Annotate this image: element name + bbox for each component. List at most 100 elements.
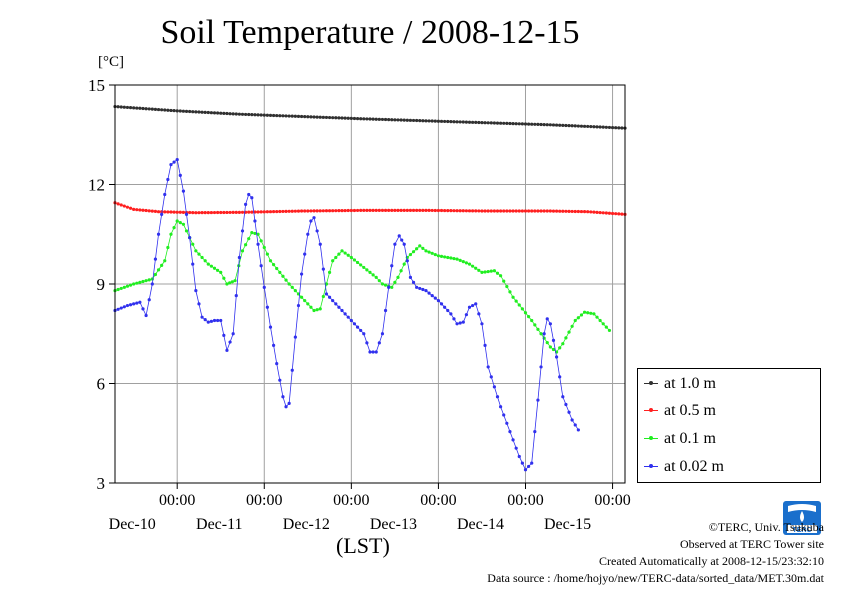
data-point [495, 209, 500, 213]
legend: at 1.0 m at 0.5 m at 0.1 m at 0.02 m [637, 368, 821, 483]
data-point [321, 294, 325, 299]
data-point [439, 208, 444, 213]
data-point [200, 110, 204, 114]
y-axis: 3 6 9 12 15 [88, 76, 115, 493]
data-point [415, 247, 419, 251]
data-point [614, 212, 618, 216]
data-point [191, 110, 195, 114]
x-tick-time-label: 00:00 [594, 492, 630, 509]
data-point [483, 270, 487, 274]
data-point [184, 212, 189, 216]
data-point [579, 124, 584, 128]
data-point [340, 116, 344, 120]
data-point [206, 210, 210, 215]
data-point [349, 116, 353, 120]
data-point [209, 111, 214, 115]
data-point [573, 423, 577, 427]
data-point [343, 251, 347, 255]
data-point [340, 249, 344, 253]
data-point [477, 268, 481, 272]
data-point [278, 378, 282, 382]
data-point [135, 106, 139, 110]
data-point [536, 398, 540, 402]
data-point [293, 209, 297, 213]
data-point [287, 401, 291, 405]
data-point [573, 124, 577, 128]
data-point [147, 209, 151, 213]
data-point [244, 112, 248, 117]
data-point [203, 318, 207, 322]
data-point [551, 347, 556, 352]
data-point [271, 343, 276, 347]
chart-title: Soil Temperature / 2008-12-15 [160, 14, 580, 51]
data-point [315, 229, 319, 233]
data-point [558, 375, 562, 379]
data-point [558, 209, 562, 213]
data-point [374, 208, 378, 212]
data-point [216, 111, 220, 115]
data-point [250, 196, 254, 200]
data-point [567, 124, 571, 128]
data-point [561, 123, 565, 127]
data-point [595, 210, 599, 214]
data-point [284, 114, 288, 118]
legend-item-0-1m: at 0.1 m [644, 428, 716, 450]
data-point [256, 242, 260, 246]
data-point [225, 210, 229, 215]
data-point [374, 350, 378, 354]
data-point [262, 113, 266, 117]
data-point [346, 315, 350, 319]
data-point [231, 210, 235, 215]
data-point [505, 421, 509, 425]
data-point [299, 209, 304, 213]
data-point [265, 252, 269, 256]
data-point [539, 365, 543, 369]
data-point [343, 116, 347, 120]
data-point [166, 245, 170, 250]
data-point [452, 120, 456, 124]
x-tick-time-label: 00:00 [246, 492, 282, 509]
data-point [449, 120, 453, 124]
data-point [184, 229, 189, 233]
data-point [380, 208, 385, 212]
data-point [542, 209, 546, 213]
data-point [135, 281, 139, 285]
data-point [526, 464, 531, 469]
data-point [275, 209, 279, 214]
data-point [222, 210, 226, 215]
data-point [284, 405, 288, 409]
data-point [191, 211, 195, 215]
data-point [452, 209, 456, 213]
data-point [275, 266, 279, 271]
data-point [233, 279, 237, 283]
data-point [526, 209, 531, 213]
data-point [240, 229, 245, 233]
data-point [172, 109, 176, 113]
data-point [387, 208, 391, 212]
data-point [418, 208, 422, 212]
data-point [415, 285, 419, 289]
data-point [396, 275, 400, 279]
data-point [614, 126, 618, 130]
data-point [228, 340, 232, 344]
data-point [545, 209, 549, 213]
data-point [601, 211, 605, 215]
data-point [601, 322, 605, 326]
data-point [268, 325, 273, 329]
data-point [156, 210, 161, 214]
data-point [240, 249, 245, 253]
data-point [536, 209, 540, 213]
data-point [418, 286, 422, 291]
data-point [400, 238, 404, 242]
data-point [610, 211, 615, 216]
data-point [281, 395, 285, 399]
data-point [377, 279, 381, 283]
data-point [477, 312, 481, 316]
data-point [427, 250, 431, 254]
data-point [539, 122, 543, 127]
data-point [464, 261, 469, 265]
data-point [368, 208, 372, 212]
data-point [312, 308, 316, 313]
data-point [200, 255, 204, 260]
y-tick-label: 3 [97, 474, 106, 493]
